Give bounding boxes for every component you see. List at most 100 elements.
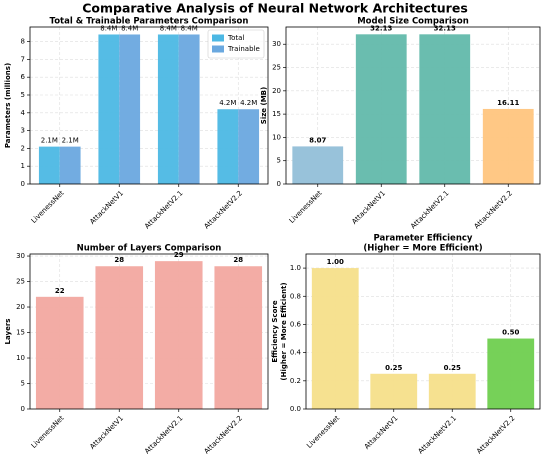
x-tick-label: AttackNetV2.1 <box>409 189 450 230</box>
bar <box>428 373 476 409</box>
bar <box>35 296 84 409</box>
y-tick-label: 0.0 <box>290 405 301 413</box>
bar <box>178 34 200 184</box>
legend-swatch <box>212 34 224 42</box>
value-label: 0.25 <box>385 364 402 372</box>
y-tick-label: 10 <box>16 354 25 362</box>
y-tick-label: 4 <box>21 109 26 117</box>
bar <box>419 34 471 185</box>
value-label: 8.4M <box>181 24 198 32</box>
value-label: 32.13 <box>434 24 456 32</box>
plot-frame <box>29 253 269 410</box>
y-tick-label: 0 <box>21 180 25 188</box>
bar <box>38 146 60 184</box>
chart-title: (Higher = More Efficient) <box>363 244 482 254</box>
y-tick-label: 25 <box>16 278 25 286</box>
y-tick-label: 3 <box>21 127 25 135</box>
value-label: 8.4M <box>121 24 138 32</box>
y-tick-label: 0.8 <box>290 292 301 300</box>
value-label: 28 <box>114 256 124 264</box>
x-tick-label: LivenessNet <box>288 189 324 225</box>
x-tick-label: AttackNetV1 <box>88 414 125 451</box>
x-tick-label: AttackNetV2.1 <box>417 414 458 454</box>
value-label: 8.07 <box>309 136 326 144</box>
x-tick-label: LivenessNet <box>30 189 66 225</box>
y-tick-label: 30 <box>16 252 25 260</box>
value-label: 28 <box>233 256 243 264</box>
x-tick-label: AttackNetV2.1 <box>143 189 184 230</box>
bar <box>214 266 263 409</box>
value-label: 2.1M <box>62 137 79 145</box>
value-label: 4.2M <box>219 99 236 107</box>
y-tick-label: 0.4 <box>290 349 302 357</box>
bar <box>355 34 407 185</box>
y-tick-label: 6 <box>21 73 26 81</box>
bar <box>98 34 120 184</box>
value-label: 0.50 <box>502 329 519 337</box>
bar <box>292 146 344 184</box>
bar <box>157 34 179 184</box>
y-axis-label: Layers <box>4 319 12 345</box>
bar <box>370 373 418 409</box>
chart-title: Parameter Efficiency <box>374 234 473 244</box>
legend-label: Total <box>227 34 244 42</box>
value-label: 2.1M <box>41 137 58 145</box>
value-label: 8.4M <box>160 24 177 32</box>
value-label: 32.13 <box>370 24 392 32</box>
y-tick-label: 15 <box>16 329 25 337</box>
plot-frame <box>29 26 269 185</box>
chart-title: Number of Layers Comparison <box>77 244 222 254</box>
x-tick-label: AttackNetV2.2 <box>473 189 514 230</box>
y-tick-label: 25 <box>272 64 281 72</box>
x-tick-label: LivenessNet <box>30 414 66 450</box>
y-axis-label: Efficiency Score <box>271 300 279 362</box>
bar <box>154 261 203 409</box>
y-tick-label: 1.0 <box>290 264 301 272</box>
y-tick-label: 15 <box>272 110 281 118</box>
y-tick-label: 0 <box>277 180 281 188</box>
y-tick-label: 7 <box>21 55 25 63</box>
y-tick-label: 5 <box>277 157 281 165</box>
x-tick-label: AttackNetV2.2 <box>203 414 244 454</box>
y-tick-label: 1 <box>21 162 25 170</box>
bar <box>119 34 141 184</box>
x-tick-label: AttackNetV1 <box>363 414 400 451</box>
bar <box>311 268 359 409</box>
x-tick-label: LivenessNet <box>305 414 341 450</box>
bar <box>487 338 535 409</box>
x-tick-label: AttackNetV2.2 <box>203 189 244 230</box>
y-tick-label: 30 <box>272 40 281 48</box>
y-tick-label: 2 <box>21 144 25 152</box>
y-tick-label: 0.6 <box>290 320 302 328</box>
x-tick-label: AttackNetV1 <box>88 189 125 226</box>
y-tick-label: 20 <box>272 87 281 95</box>
y-axis-label: Parameters (millions) <box>4 63 12 148</box>
bar <box>59 146 81 184</box>
legend-swatch <box>212 45 224 53</box>
y-tick-label: 10 <box>272 133 281 141</box>
bar <box>217 109 239 184</box>
plot-frame <box>305 253 541 410</box>
x-tick-label: AttackNetV2.1 <box>143 414 184 454</box>
value-label: 4.2M <box>240 99 257 107</box>
bar <box>238 109 260 184</box>
y-axis-label: (Higher = More Efficient) <box>280 282 288 380</box>
value-label: 0.25 <box>444 364 461 372</box>
y-tick-label: 5 <box>21 380 25 388</box>
bar <box>95 266 144 409</box>
value-label: 8.4M <box>100 24 117 32</box>
legend-label: Trainable <box>227 45 260 53</box>
y-axis-label: Size (MB) <box>260 87 268 124</box>
chart-title: Model Size Comparison <box>357 17 469 27</box>
chart-title: Total & Trainable Parameters Comparison <box>50 17 249 27</box>
x-tick-label: AttackNetV1 <box>350 189 387 226</box>
y-tick-label: 5 <box>21 91 25 99</box>
x-tick-label: AttackNetV2.2 <box>475 414 516 454</box>
value-label: 1.00 <box>327 258 344 266</box>
figure-title: Comparative Analysis of Neural Network A… <box>82 1 468 16</box>
value-label: 16.11 <box>497 99 519 107</box>
value-label: 29 <box>174 251 184 259</box>
plot-frame <box>285 26 541 185</box>
y-tick-label: 0.2 <box>290 377 301 385</box>
